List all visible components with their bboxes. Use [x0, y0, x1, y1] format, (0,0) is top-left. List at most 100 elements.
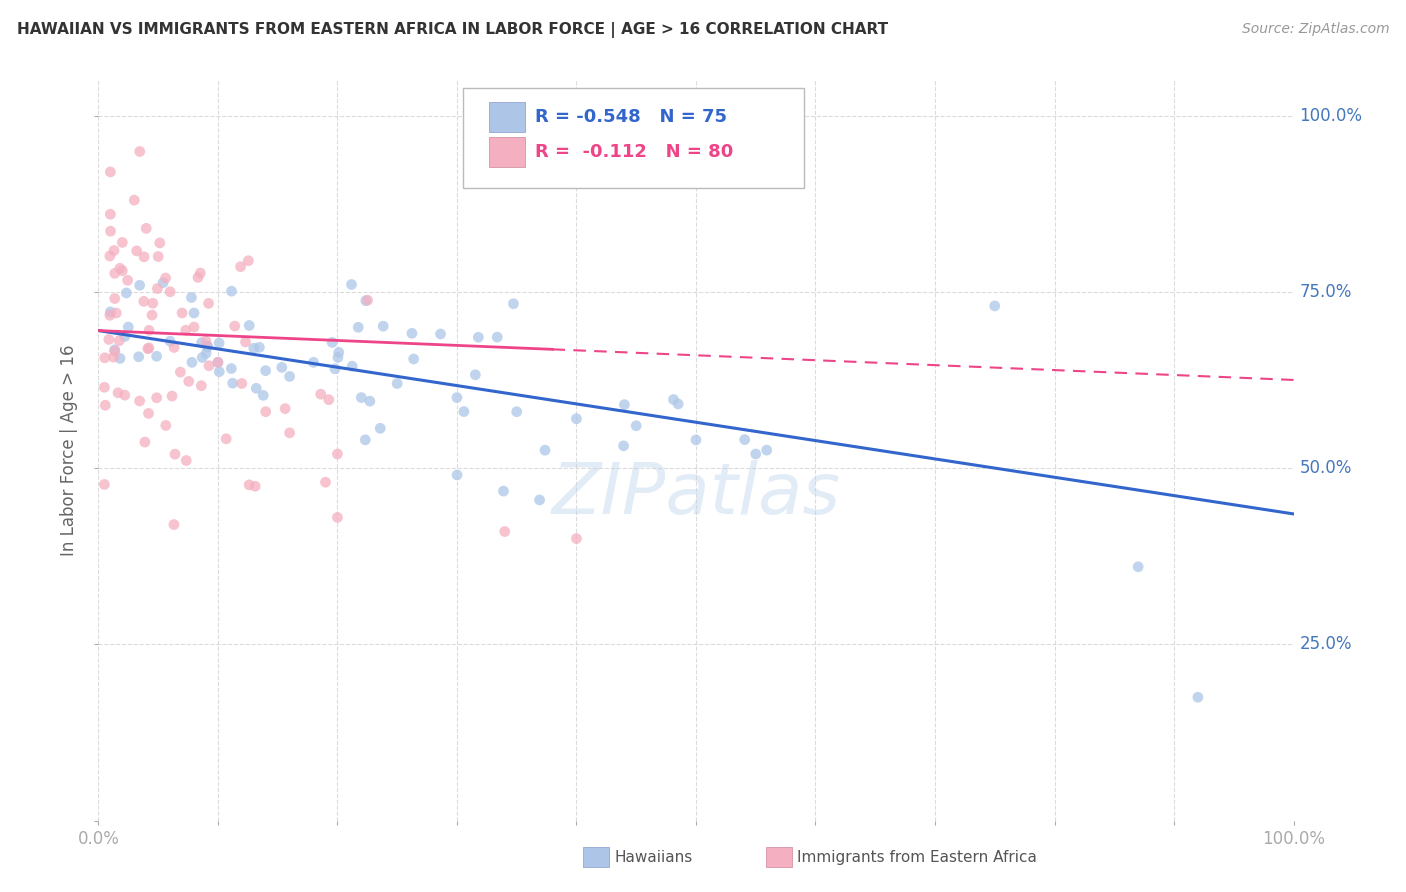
- Point: [401, 326, 423, 341]
- Bar: [489, 137, 524, 167]
- Point: [148, 250, 170, 264]
- Point: [169, 365, 191, 379]
- Point: [506, 405, 529, 419]
- Point: [146, 281, 169, 295]
- Point: [108, 261, 131, 276]
- Point: [340, 359, 363, 374]
- Point: [197, 340, 219, 354]
- Point: [486, 330, 509, 344]
- Bar: [489, 103, 524, 132]
- Point: [274, 401, 297, 416]
- Point: [254, 405, 277, 419]
- Y-axis label: In Labor Force | Age > 16: In Labor Force | Age > 16: [60, 344, 79, 557]
- Point: [238, 318, 260, 333]
- Point: [243, 341, 266, 355]
- Point: [117, 273, 139, 287]
- Bar: [766, 847, 792, 867]
- Point: [141, 308, 163, 322]
- Point: [132, 294, 155, 309]
- Point: [492, 484, 515, 499]
- Point: [662, 392, 685, 407]
- Point: [181, 355, 204, 369]
- Point: [163, 341, 186, 355]
- Point: [224, 319, 246, 334]
- Point: [350, 391, 373, 405]
- Point: [278, 369, 301, 384]
- Point: [100, 224, 122, 238]
- Point: [128, 145, 150, 159]
- Point: [98, 165, 122, 179]
- Point: [278, 425, 301, 440]
- Point: [155, 418, 177, 433]
- Point: [235, 334, 257, 349]
- Point: [152, 276, 174, 290]
- Point: [138, 323, 160, 337]
- Point: [134, 435, 156, 450]
- Point: [103, 350, 125, 364]
- Point: [128, 350, 150, 364]
- Point: [93, 380, 115, 394]
- Point: [145, 391, 167, 405]
- Point: [315, 475, 337, 490]
- Point: [328, 345, 350, 359]
- Point: [108, 334, 131, 348]
- Point: [98, 207, 122, 221]
- Point: [221, 284, 243, 298]
- Point: [359, 394, 381, 409]
- Point: [190, 378, 212, 392]
- Point: [245, 381, 267, 395]
- Point: [984, 299, 1007, 313]
- Point: [626, 418, 648, 433]
- Point: [183, 306, 205, 320]
- Point: [222, 376, 245, 391]
- Point: [104, 343, 127, 357]
- Point: [190, 335, 212, 350]
- Text: 25.0%: 25.0%: [1299, 635, 1353, 653]
- Point: [446, 467, 468, 482]
- Point: [94, 398, 117, 412]
- Point: [356, 293, 378, 308]
- Text: Immigrants from Eastern Africa: Immigrants from Eastern Africa: [797, 850, 1038, 864]
- Point: [326, 447, 349, 461]
- Point: [354, 433, 377, 447]
- Point: [114, 329, 136, 343]
- Point: [195, 346, 218, 360]
- Point: [132, 250, 155, 264]
- Point: [534, 443, 557, 458]
- Point: [138, 341, 160, 355]
- Point: [195, 334, 218, 348]
- Point: [745, 447, 768, 461]
- Point: [755, 443, 778, 458]
- Point: [565, 411, 588, 425]
- Point: [238, 478, 260, 492]
- Point: [565, 532, 588, 546]
- Point: [183, 320, 205, 334]
- Point: [270, 360, 292, 375]
- Point: [145, 349, 167, 363]
- Point: [326, 351, 349, 365]
- Point: [135, 221, 157, 235]
- Point: [174, 453, 197, 467]
- Point: [613, 439, 636, 453]
- Point: [685, 433, 707, 447]
- Point: [221, 361, 243, 376]
- Text: HAWAIIAN VS IMMIGRANTS FROM EASTERN AFRICA IN LABOR FORCE | AGE > 16 CORRELATION: HAWAIIAN VS IMMIGRANTS FROM EASTERN AFRI…: [17, 22, 889, 38]
- Point: [142, 296, 165, 310]
- Point: [1187, 690, 1209, 705]
- Point: [180, 291, 202, 305]
- Point: [159, 285, 181, 299]
- Point: [613, 398, 636, 412]
- Point: [734, 433, 756, 447]
- Text: ZIPatlas: ZIPatlas: [551, 460, 841, 529]
- Point: [429, 326, 451, 341]
- Text: Source: ZipAtlas.com: Source: ZipAtlas.com: [1241, 22, 1389, 37]
- Point: [215, 432, 238, 446]
- Point: [177, 375, 200, 389]
- Point: [208, 335, 231, 350]
- Point: [309, 387, 332, 401]
- Point: [368, 421, 391, 435]
- Point: [115, 285, 138, 300]
- Point: [302, 355, 325, 369]
- Point: [155, 271, 177, 285]
- Point: [321, 335, 343, 350]
